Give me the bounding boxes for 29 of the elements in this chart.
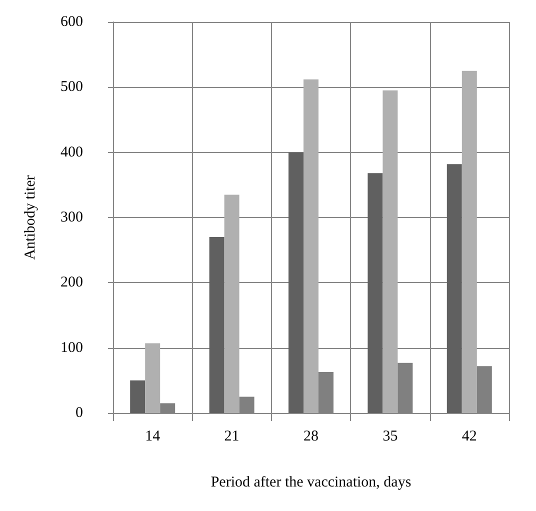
x-tick-label: 21 xyxy=(224,428,240,444)
bar xyxy=(288,152,304,413)
bar xyxy=(239,396,254,413)
y-tick-label: 100 xyxy=(60,340,83,356)
y-tick-label: 600 xyxy=(60,14,83,30)
x-tick-label: 14 xyxy=(145,428,161,444)
y-tick-label: 300 xyxy=(60,210,83,226)
bar xyxy=(160,403,176,413)
y-tick-label: 400 xyxy=(60,144,83,160)
bar xyxy=(318,372,334,413)
bar xyxy=(304,79,318,413)
y-axis-title: Antibody titer xyxy=(22,175,38,260)
y-tick-label: 200 xyxy=(60,274,83,291)
y-tick-label: 0 xyxy=(76,405,83,421)
y-tick-label: 500 xyxy=(60,79,83,96)
bar xyxy=(145,343,160,413)
bar xyxy=(368,173,383,413)
x-tick-label: 28 xyxy=(304,428,318,444)
bar xyxy=(476,366,492,413)
bar xyxy=(130,380,146,413)
bar xyxy=(382,90,398,413)
x-tick-label: 42 xyxy=(462,428,477,444)
bar xyxy=(209,237,224,413)
x-tick-label: 35 xyxy=(382,428,398,444)
bar xyxy=(446,164,462,413)
x-axis-title: Period after the vaccination, days xyxy=(210,474,412,490)
bar xyxy=(462,70,477,413)
bar xyxy=(398,362,413,413)
bar xyxy=(224,194,240,413)
